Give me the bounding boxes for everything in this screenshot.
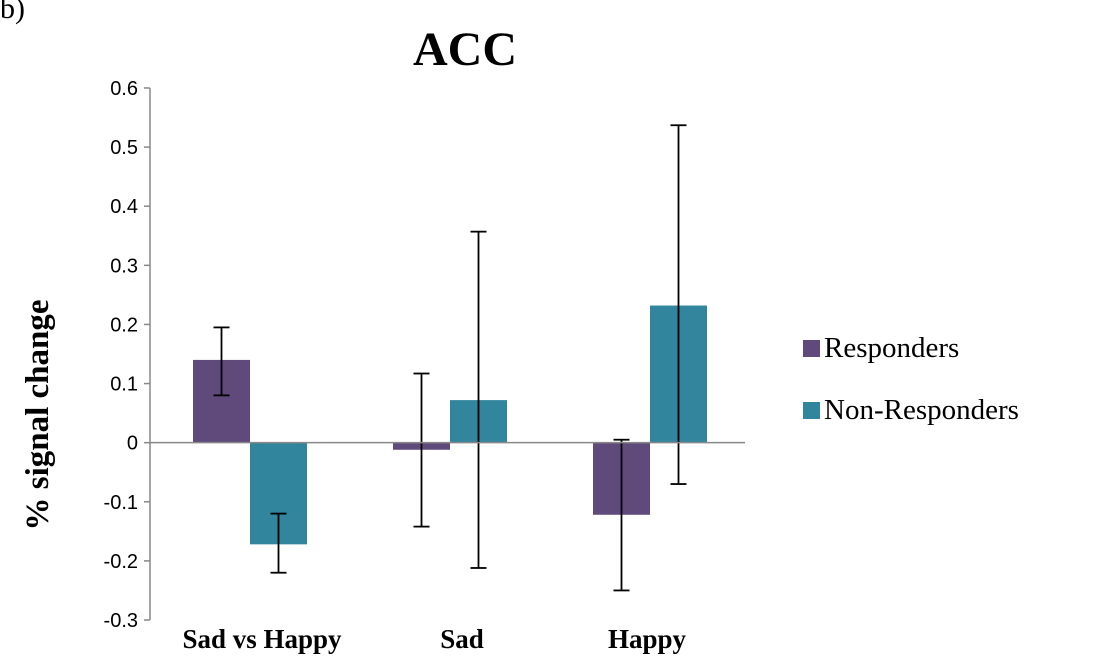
x-axis: Sad vs Happy Sad Happy [182, 624, 686, 654]
x-tick-label: Sad [440, 624, 484, 654]
y-tick-label: 0.6 [110, 78, 138, 100]
panel-label: b) [0, 0, 25, 25]
legend-swatch [803, 402, 820, 419]
x-tick-label: Happy [608, 624, 687, 654]
y-tick-label: 0 [127, 433, 138, 455]
y-tick-label: 0.3 [110, 255, 138, 277]
y-tick-label: 0.5 [110, 137, 138, 159]
error-bars [213, 124, 687, 592]
legend-label: Non-Responders [824, 394, 1019, 426]
y-axis: 0.6 0.5 0.4 0.3 0.2 0.1 0 -0.1 -0.2 -0.3 [104, 78, 150, 632]
y-tick-label: 0.2 [110, 314, 138, 336]
x-tick-label: Sad vs Happy [182, 624, 342, 654]
axes [149, 88, 745, 620]
y-tick-label: -0.2 [104, 551, 138, 573]
y-tick-label: -0.1 [104, 492, 138, 514]
legend-swatch [803, 340, 820, 357]
y-tick-label: 0.1 [110, 374, 138, 396]
legend-label: Responders [824, 332, 959, 364]
y-tick-label: 0.4 [110, 196, 138, 218]
y-tick-label: -0.3 [104, 610, 138, 632]
y-axis-label: % signal change [20, 299, 56, 530]
chart-title: ACC [413, 23, 517, 76]
plot-area [193, 305, 707, 545]
legend: Responders Non-Responders [803, 332, 1019, 426]
